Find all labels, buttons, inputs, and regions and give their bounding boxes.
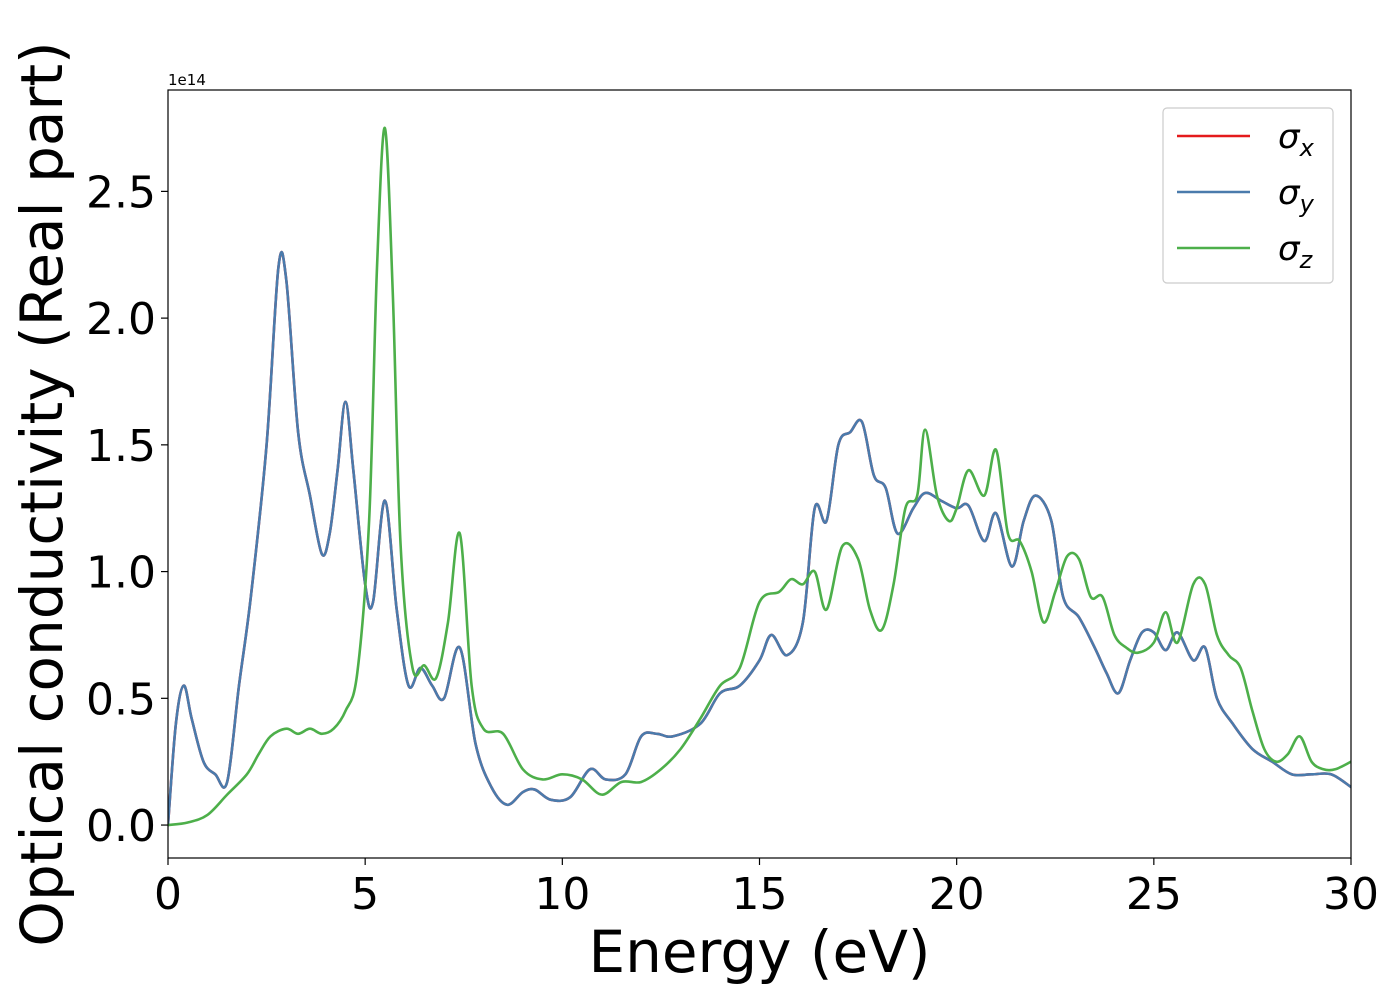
y-tick-label: 1.5 — [86, 421, 156, 472]
x-tick-label: 5 — [351, 869, 379, 920]
legend-label-sigma-z: σz — [1278, 229, 1314, 274]
series-layer — [168, 126, 1351, 827]
legend-label-sigma-y: σy — [1278, 173, 1315, 218]
y-axis-offset-text: 1e14 — [168, 71, 206, 89]
legend-box — [1162, 107, 1334, 284]
x-axis-ticks: 0 5 10 15 20 25 30 — [154, 858, 1379, 920]
x-tick-label: 10 — [534, 869, 590, 920]
x-tick-label: 30 — [1323, 869, 1379, 920]
legend-label-sigma-x: σx — [1278, 117, 1315, 162]
y-tick-label: 1.0 — [86, 548, 156, 599]
y-axis-ticks: 0.0 0.5 1.0 1.5 2.0 2.5 — [86, 167, 168, 852]
series-line-sigma-z — [168, 126, 1351, 827]
y-tick-label: 0.5 — [86, 674, 156, 725]
series-line-sigma-y — [168, 251, 1351, 827]
y-tick-label: 2.5 — [86, 167, 156, 218]
x-tick-label: 20 — [929, 869, 985, 920]
y-axis-label: Optical conductivity (Real part) — [8, 41, 76, 946]
y-tick-label: 2.0 — [86, 294, 156, 345]
x-tick-label: 15 — [732, 869, 788, 920]
legend: σx σy σz — [1162, 107, 1334, 284]
x-tick-label: 25 — [1126, 869, 1182, 920]
x-tick-label: 0 — [154, 869, 182, 920]
x-axis-label: Energy (eV) — [588, 918, 930, 986]
y-tick-label: 0.0 — [86, 801, 156, 852]
